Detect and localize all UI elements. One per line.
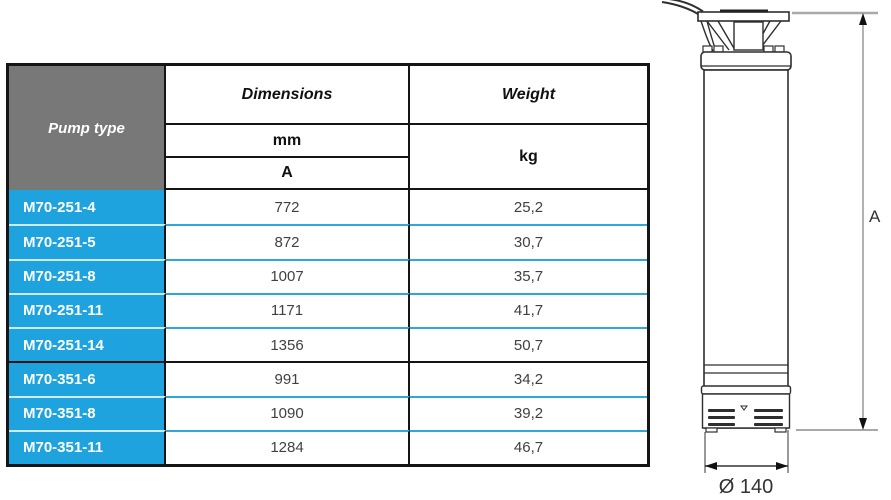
dimension-a-cell: 872 [166, 224, 410, 259]
dimension-a-cell: 1007 [166, 258, 410, 293]
pump-body-outline [661, 0, 792, 433]
weight-cell: 41,7 [410, 292, 647, 327]
inlet-slots [708, 409, 783, 426]
pump-type-cell: M70-251-4 [9, 190, 166, 225]
diameter-label: Ø 140 [719, 476, 773, 498]
pump-type-cell: M70-251-8 [9, 258, 166, 293]
weight-cell: 35,7 [410, 258, 647, 293]
header-unit-mm: mm [166, 125, 410, 158]
pump-type-cell: M70-251-5 [9, 224, 166, 259]
pump-drawing-panel: A Ø 140 [650, 0, 891, 500]
weight-cell: 39,2 [410, 395, 647, 430]
submersible-pump-icon: A Ø 140 [661, 0, 881, 498]
dimension-a-cell: 1356 [166, 327, 410, 362]
weight-cell: 30,7 [410, 224, 647, 258]
weight-cell: 34,2 [410, 361, 647, 395]
weight-cell: 25,2 [513, 198, 544, 216]
pump-type-cell: M70-251-11 [9, 292, 166, 327]
header-dimensions: Dimensions [166, 66, 410, 125]
header-dim-letter: A [166, 158, 410, 190]
header-unit-kg: kg [410, 125, 647, 190]
dimension-a-cell: 1090 [166, 395, 410, 430]
pump-type-cell: M70-351-6 [9, 361, 166, 396]
pump-spec-table: Pump type Dimensions Weight mm kg A M70-… [6, 63, 650, 467]
dim-a-label: A [869, 207, 881, 226]
dimension-a-cell: 1171 [166, 292, 410, 327]
dimension-a-cell: 1284 [166, 429, 410, 464]
height-dimension-a: A [792, 11, 881, 431]
pump-type-cell: M70-251-14 [9, 327, 166, 362]
header-weight: Weight [410, 66, 647, 125]
pump-type-cell: M70-351-11 [9, 429, 166, 464]
weight-cell: 46,7 [410, 429, 647, 464]
weight-cell: 50,7 [410, 327, 647, 361]
header-pump-type: Pump type [9, 66, 166, 190]
diameter-dimension: Ø 140 [704, 430, 789, 498]
dimension-a-cell: 991 [166, 361, 410, 396]
pump-type-cell: M70-351-8 [9, 395, 166, 430]
dimension-a-cell: 772 [166, 190, 410, 225]
